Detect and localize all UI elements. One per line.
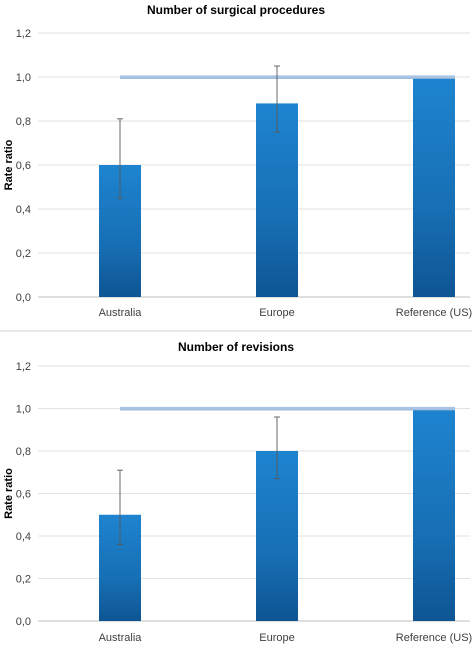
y-tick-label: 0,2 bbox=[16, 248, 31, 260]
bar-3 bbox=[413, 77, 455, 297]
y-tick-label: 1,0 bbox=[16, 404, 31, 416]
y-tick-label: 0,0 bbox=[16, 616, 31, 628]
y-tick-label: 0,0 bbox=[16, 292, 31, 304]
x-tick-label: Europe bbox=[259, 307, 294, 319]
x-tick-label: Reference (US) bbox=[396, 307, 472, 319]
y-tick-label: 0,2 bbox=[16, 574, 31, 586]
y-tick-label: 0,8 bbox=[16, 116, 31, 128]
bar-2 bbox=[256, 451, 298, 621]
y-axis-label: Rate ratio bbox=[3, 139, 15, 190]
y-axis-label: Rate ratio bbox=[3, 468, 15, 519]
y-tick-label: 1,2 bbox=[16, 361, 31, 373]
y-tick-label: 0,8 bbox=[16, 446, 31, 458]
x-tick-label: Reference (US) bbox=[396, 632, 472, 644]
chart-title: Number of revisions bbox=[178, 340, 294, 354]
chart-title: Number of surgical procedures bbox=[147, 3, 325, 17]
chart-panel-2: Number of revisions Rate ratio 0,0 0,2 0,4 0,… bbox=[0, 330, 472, 644]
x-tick-label: Europe bbox=[259, 632, 294, 644]
bar-2 bbox=[256, 103, 298, 298]
y-tick-label: 1,0 bbox=[16, 72, 31, 84]
y-tick-label: 1,2 bbox=[16, 28, 31, 40]
x-tick-label: Australia bbox=[99, 307, 143, 319]
y-tick-label: 0,4 bbox=[16, 204, 31, 216]
y-tick-label: 0,4 bbox=[16, 531, 31, 543]
x-tick-label: Australia bbox=[99, 632, 143, 644]
y-tick-label: 0,6 bbox=[16, 489, 31, 501]
y-tick-label: 0,6 bbox=[16, 160, 31, 172]
bar-3 bbox=[413, 408, 455, 621]
